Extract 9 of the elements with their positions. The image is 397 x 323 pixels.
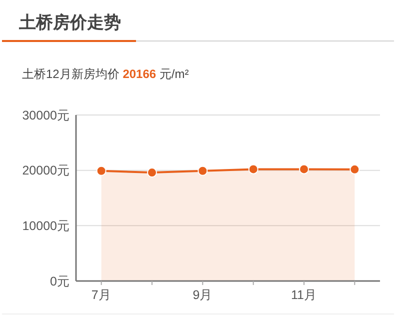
x-tick-label: 11月 (291, 288, 317, 302)
x-tick-label: 9月 (192, 288, 213, 302)
y-tick-label: 20000元 (22, 164, 70, 178)
chart-title: 土桥房价走势 (18, 13, 121, 32)
y-tick-label: 0元 (50, 274, 70, 288)
y-tick-label: 10000元 (22, 219, 70, 234)
chart-subtitle: 土桥12月新房均价 20166 元/m² (22, 67, 189, 81)
x-tick-label: 7月 (91, 288, 112, 302)
y-tick-label: 30000元 (22, 108, 70, 122)
